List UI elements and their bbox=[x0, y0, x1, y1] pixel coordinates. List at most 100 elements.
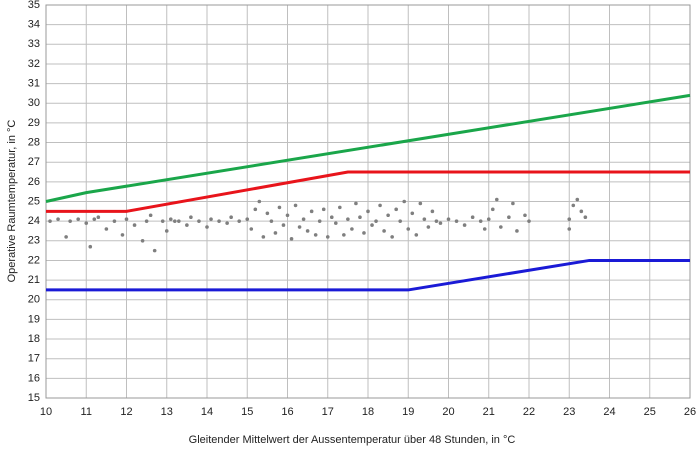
x-tick-label: 17 bbox=[322, 406, 334, 418]
point bbox=[402, 199, 407, 204]
point bbox=[386, 213, 390, 218]
point bbox=[434, 219, 439, 223]
point bbox=[358, 215, 362, 220]
y-tick-label: 33 bbox=[28, 38, 40, 50]
point bbox=[579, 209, 584, 214]
point bbox=[354, 201, 358, 206]
x-tick-label: 11 bbox=[81, 406, 92, 418]
point bbox=[470, 215, 475, 220]
point bbox=[370, 223, 374, 227]
y-tick-label: 26 bbox=[28, 176, 40, 188]
point bbox=[390, 235, 394, 239]
point bbox=[313, 233, 318, 237]
point bbox=[277, 205, 282, 210]
x-tick-label: 26 bbox=[684, 406, 696, 418]
point bbox=[329, 215, 334, 220]
point bbox=[88, 244, 93, 249]
y-tick-label: 34 bbox=[28, 19, 40, 31]
y-tick-label: 22 bbox=[28, 254, 40, 266]
point bbox=[269, 219, 274, 223]
point bbox=[325, 235, 330, 239]
point bbox=[173, 219, 177, 223]
y-axis-title: Operative Raumtemperatur, in °C bbox=[6, 120, 18, 283]
point bbox=[197, 219, 201, 223]
x-tick-label: 18 bbox=[362, 406, 374, 418]
point bbox=[438, 221, 443, 225]
point bbox=[68, 219, 72, 223]
point bbox=[217, 219, 221, 223]
point bbox=[486, 217, 491, 221]
y-tick-label: 17 bbox=[28, 353, 40, 365]
x-tick-label: 21 bbox=[483, 406, 495, 418]
point bbox=[334, 221, 338, 225]
point bbox=[124, 217, 129, 221]
point bbox=[225, 221, 229, 225]
x-tick-label: 20 bbox=[442, 406, 454, 418]
x-tick-label: 13 bbox=[161, 406, 173, 418]
point bbox=[257, 199, 262, 204]
line bbox=[46, 258, 690, 292]
point bbox=[317, 219, 322, 223]
point bbox=[321, 207, 326, 212]
y-tick-label: 35 bbox=[28, 0, 40, 11]
point bbox=[112, 219, 117, 223]
point bbox=[144, 219, 149, 223]
y-tick-label: 16 bbox=[28, 372, 40, 384]
x-tick-label: 24 bbox=[603, 406, 615, 418]
point bbox=[285, 213, 290, 218]
point bbox=[261, 235, 266, 239]
point bbox=[229, 215, 233, 220]
point bbox=[482, 227, 487, 231]
y-tick-label: 25 bbox=[28, 195, 40, 207]
point bbox=[366, 209, 370, 214]
point bbox=[362, 231, 366, 235]
point bbox=[583, 215, 588, 220]
point bbox=[567, 217, 572, 221]
point bbox=[515, 229, 519, 233]
point bbox=[382, 229, 386, 233]
y-tick-label: 15 bbox=[28, 392, 40, 404]
x-tick-label: 10 bbox=[40, 406, 52, 418]
point bbox=[527, 219, 531, 223]
y-tick-label: 30 bbox=[28, 97, 40, 109]
point bbox=[209, 217, 213, 221]
point bbox=[152, 248, 157, 253]
point bbox=[297, 225, 302, 229]
point bbox=[338, 205, 342, 210]
point bbox=[301, 217, 306, 221]
y-tick-label: 19 bbox=[28, 313, 40, 325]
x-tick-label: 16 bbox=[281, 406, 293, 418]
point bbox=[406, 227, 411, 231]
point bbox=[48, 219, 52, 223]
point bbox=[507, 215, 511, 220]
point bbox=[189, 215, 193, 220]
point bbox=[446, 217, 451, 221]
point bbox=[430, 209, 435, 214]
x-tick-label: 23 bbox=[563, 406, 575, 418]
y-tick-label: 23 bbox=[28, 235, 40, 247]
point bbox=[140, 239, 145, 243]
point bbox=[104, 227, 109, 231]
point bbox=[96, 215, 101, 220]
x-tick-label: 19 bbox=[402, 406, 414, 418]
point bbox=[205, 225, 209, 229]
y-tick-label: 32 bbox=[28, 58, 40, 70]
point bbox=[374, 219, 378, 223]
point bbox=[164, 229, 169, 233]
point bbox=[523, 213, 527, 218]
point bbox=[132, 223, 137, 227]
point bbox=[84, 221, 89, 225]
x-axis-title: Gleitender Mittelwert der Aussentemperat… bbox=[189, 434, 516, 446]
point bbox=[418, 201, 423, 206]
y-tick-label: 27 bbox=[28, 156, 40, 168]
point bbox=[426, 225, 431, 229]
point bbox=[346, 217, 350, 221]
point bbox=[410, 211, 415, 216]
point bbox=[185, 223, 189, 227]
point bbox=[305, 229, 310, 233]
point bbox=[168, 217, 173, 221]
point bbox=[265, 211, 270, 216]
point bbox=[64, 235, 68, 239]
x-tick-label: 14 bbox=[201, 406, 213, 418]
